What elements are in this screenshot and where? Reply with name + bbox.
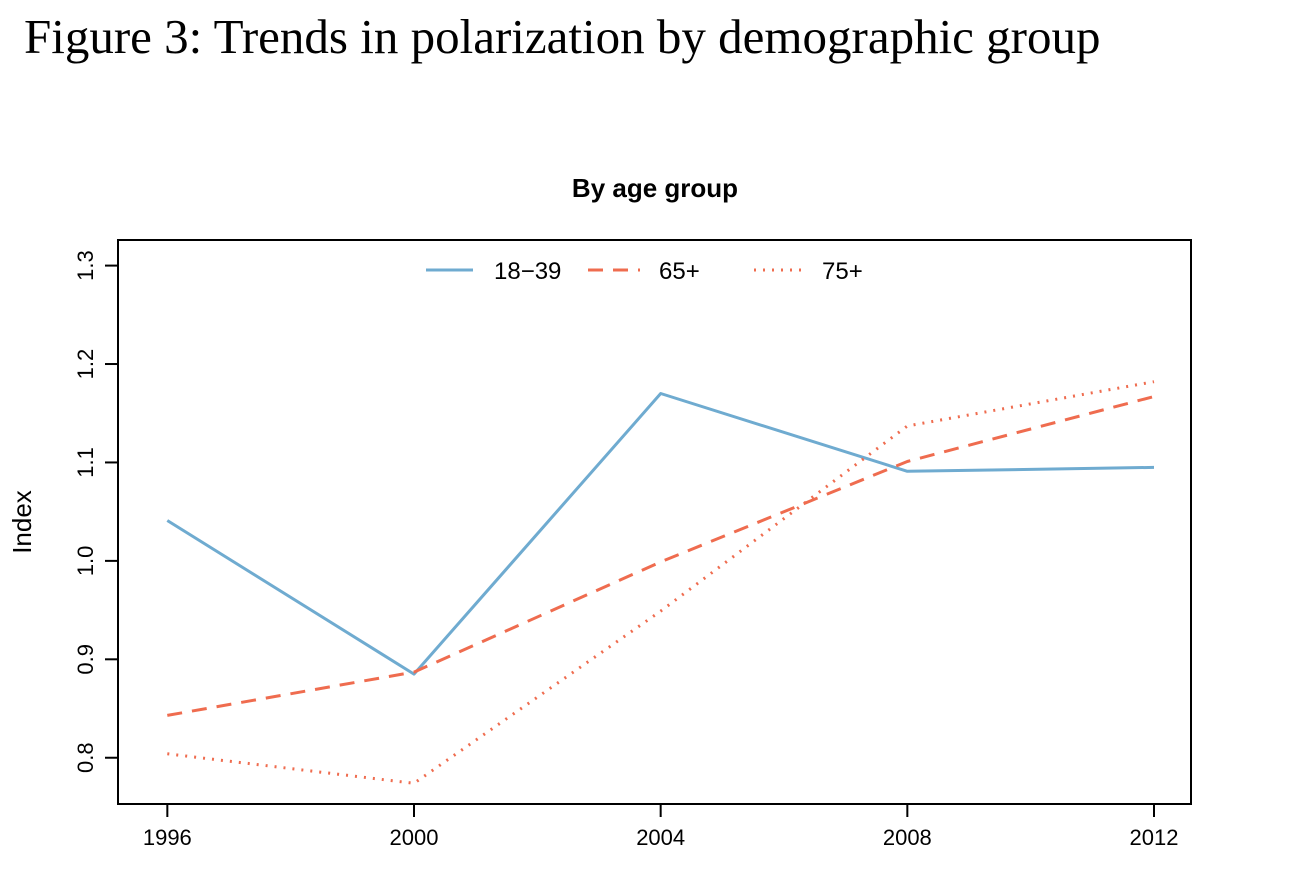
x-tick-label: 2000 [390, 825, 439, 850]
y-tick-label: 0.8 [73, 742, 98, 773]
y-tick-label: 1.1 [73, 447, 98, 478]
series-line-1 [167, 395, 1155, 717]
y-tick-label: 0.9 [73, 644, 98, 675]
legend-label-0: 18−39 [494, 258, 561, 285]
x-tick-label: 2008 [883, 825, 932, 850]
series-line-2 [167, 380, 1155, 785]
series-line-0 [166, 392, 1155, 676]
legend-label-2: 75+ [822, 258, 863, 285]
series-layer [166, 380, 1155, 785]
x-tick-label: 1996 [143, 825, 192, 850]
figure-title: Figure 3: Trends in polarization by demo… [24, 9, 1101, 64]
y-axis: 0.8 0.9 1.0 1.1 1.2 1.3 [73, 250, 119, 773]
chart-title: By age group [572, 173, 738, 203]
x-axis: 1996 2000 2004 2008 2012 [143, 803, 1179, 850]
y-tick-label: 1.0 [73, 546, 98, 577]
y-tick-label: 1.3 [73, 250, 98, 281]
x-tick-label: 2004 [636, 825, 685, 850]
y-tick-label: 1.2 [73, 349, 98, 380]
legend: 18−39 65+ 75+ [426, 258, 863, 285]
plot-frame [117, 239, 1192, 805]
x-tick-label: 2012 [1130, 825, 1179, 850]
legend-label-1: 65+ [659, 258, 700, 285]
y-axis-label: Index [7, 490, 37, 554]
